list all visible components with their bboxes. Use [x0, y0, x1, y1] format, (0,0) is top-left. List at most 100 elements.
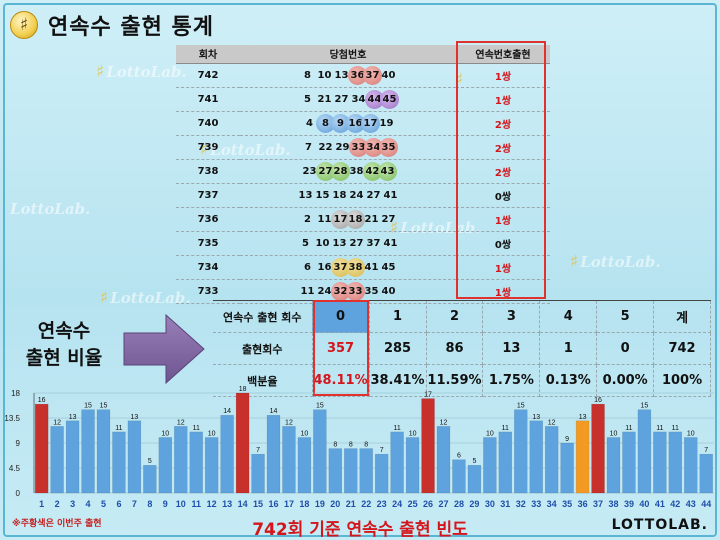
number-ball: 37	[366, 237, 381, 249]
x-tick-label: 27	[438, 499, 448, 509]
number-ball: 27	[366, 189, 381, 201]
number-ball: 13	[332, 237, 347, 249]
draw-history-table: 회차 당첨번호 연속번호출현 742 8 10 13 36 37 40 1쌍 741 5 21 27 3…	[176, 45, 550, 304]
number-ball: 44	[365, 89, 384, 109]
number-ball: 11	[300, 285, 315, 297]
bar-value-label: 15	[316, 403, 324, 410]
bar-14	[235, 392, 250, 494]
number-ball: 33	[346, 281, 365, 301]
draw-numbers: 5 10 13 27 37 41	[240, 231, 456, 256]
bar-3	[65, 420, 80, 494]
number-ball: 41	[364, 261, 379, 273]
header: ♯ 연속수 출현 통계	[10, 8, 214, 42]
bar-value-label: 10	[610, 430, 618, 437]
stats-count: 285	[369, 332, 427, 365]
bar-value-label: 11	[115, 425, 122, 432]
number-ball: 24	[349, 189, 364, 201]
stats-count: 1	[539, 332, 598, 365]
draw-numbers: 2 11 17 18 21 27	[240, 207, 456, 232]
number-ball: 27	[334, 93, 349, 105]
bar-value-label: 13	[131, 414, 139, 421]
bar-value-label: 12	[285, 419, 293, 426]
draw-numbers: 8 10 13 36 37 40	[240, 63, 456, 88]
number-ball: 37	[363, 65, 382, 85]
right-arrow-icon	[123, 313, 205, 385]
bar-29	[467, 464, 482, 494]
number-ball: 16	[317, 261, 332, 273]
stats-col-header: 3	[482, 300, 541, 333]
bar-22	[359, 448, 373, 494]
stats-percent: 1.75%	[482, 364, 541, 397]
number-ball: 24	[317, 285, 332, 297]
consecutive-stats-table: 연속수 출현 회수 0 1 2 3 4 5 계 출현회수 357 285 86 …	[213, 300, 711, 397]
draw-row: 733 11 24 32 33 35 40 1쌍	[176, 279, 550, 304]
bar-value-label: 5	[472, 458, 476, 465]
number-ball: 42	[363, 161, 382, 181]
bar-value-label: 14	[223, 408, 231, 415]
bar-value-label: 11	[393, 425, 400, 432]
stats-col-header: 5	[596, 300, 655, 333]
bar-41	[653, 431, 667, 494]
stats-row-label: 백분율	[213, 364, 313, 397]
watermark: LottoLab.	[10, 200, 91, 218]
stats-percent: 0.00%	[596, 364, 655, 397]
x-tick-label: 7	[132, 499, 137, 509]
bar-value-label: 8	[349, 442, 353, 449]
x-tick-label: 19	[315, 499, 325, 509]
stats-col-header: 0	[312, 300, 370, 333]
number-ball: 16	[346, 113, 365, 133]
x-tick-label: 20	[330, 499, 340, 509]
bar-5	[96, 409, 111, 494]
number-ball: 27	[316, 161, 335, 181]
number-ball: 2	[304, 213, 311, 225]
bar-40	[637, 409, 652, 494]
number-ball: 22	[318, 141, 333, 153]
bar-value-label: 8	[333, 442, 337, 449]
x-tick-label: 24	[392, 499, 402, 509]
bar-16	[266, 414, 281, 494]
x-tick-label: 33	[531, 499, 541, 509]
bar-39	[622, 431, 636, 494]
x-tick-label: 44	[701, 499, 711, 509]
number-ball: 7	[305, 141, 312, 153]
x-tick-label: 22	[361, 499, 371, 509]
draw-row: 734 6 16 37 38 41 45 1쌍	[176, 255, 550, 280]
consecutive-count: 1쌍	[456, 207, 550, 232]
consecutive-count: 0쌍	[456, 231, 550, 256]
y-tick-label: 9	[16, 439, 21, 448]
number-ball: 43	[378, 161, 397, 181]
bar-value-label: 7	[704, 447, 708, 454]
x-tick-label: 12	[207, 499, 217, 509]
x-tick-label: 23	[377, 499, 387, 509]
x-tick-label: 13	[222, 499, 232, 509]
number-ball: 41	[383, 189, 398, 201]
number-ball: 5	[302, 237, 309, 249]
y-tick-label: 4.5	[9, 464, 21, 473]
x-tick-label: 43	[686, 499, 696, 509]
bar-value-label: 12	[177, 419, 185, 426]
draw-round: 737	[176, 183, 240, 208]
x-tick-label: 11	[191, 499, 201, 509]
bar-value-label: 10	[409, 430, 417, 437]
bar-value-label: 17	[424, 392, 432, 399]
draw-row: 736 2 11 17 18 21 27 1쌍	[176, 207, 550, 232]
col-header-round: 회차	[176, 45, 240, 64]
number-ball: 19	[379, 117, 394, 129]
number-ball: 23	[302, 165, 317, 177]
draw-numbers: 4 8 9 16 17 19	[240, 111, 456, 136]
number-ball: 17	[361, 113, 380, 133]
number-ball: 17	[331, 209, 350, 229]
page-title: 연속수 출현 통계	[48, 15, 214, 40]
x-tick-label: 16	[268, 499, 278, 509]
x-tick-label: 1	[39, 499, 44, 509]
x-tick-label: 31	[500, 499, 510, 509]
watermark: ♯ LottoLab.	[96, 62, 187, 82]
bar-10	[174, 426, 188, 494]
bar-24	[390, 431, 404, 494]
draw-numbers: 7 22 29 33 34 35	[240, 135, 456, 160]
x-tick-label: 26	[423, 499, 433, 509]
stats-percent: 48.11%	[312, 364, 370, 397]
consecutive-frequency-chart: 04.5913.51816112213315415511613758109121…	[4, 386, 714, 509]
draw-row: 735 5 10 13 27 37 41 0쌍	[176, 231, 550, 256]
bar-value-label: 15	[84, 403, 92, 410]
